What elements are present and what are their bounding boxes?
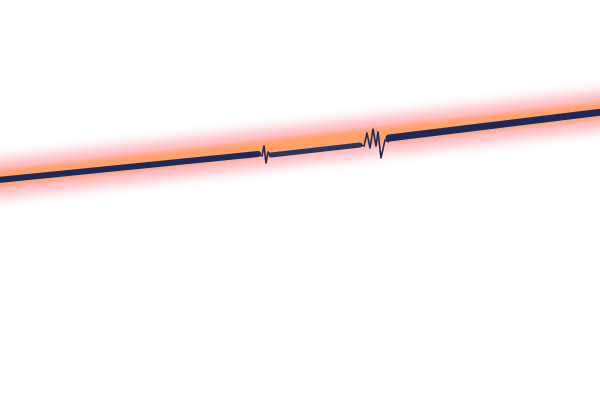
wiggle-right	[359, 128, 390, 159]
wiggle-left	[257, 145, 272, 164]
line-segment-middle	[268, 142, 363, 158]
line-segment-right	[385, 108, 600, 142]
line-segment-left	[0, 151, 261, 183]
